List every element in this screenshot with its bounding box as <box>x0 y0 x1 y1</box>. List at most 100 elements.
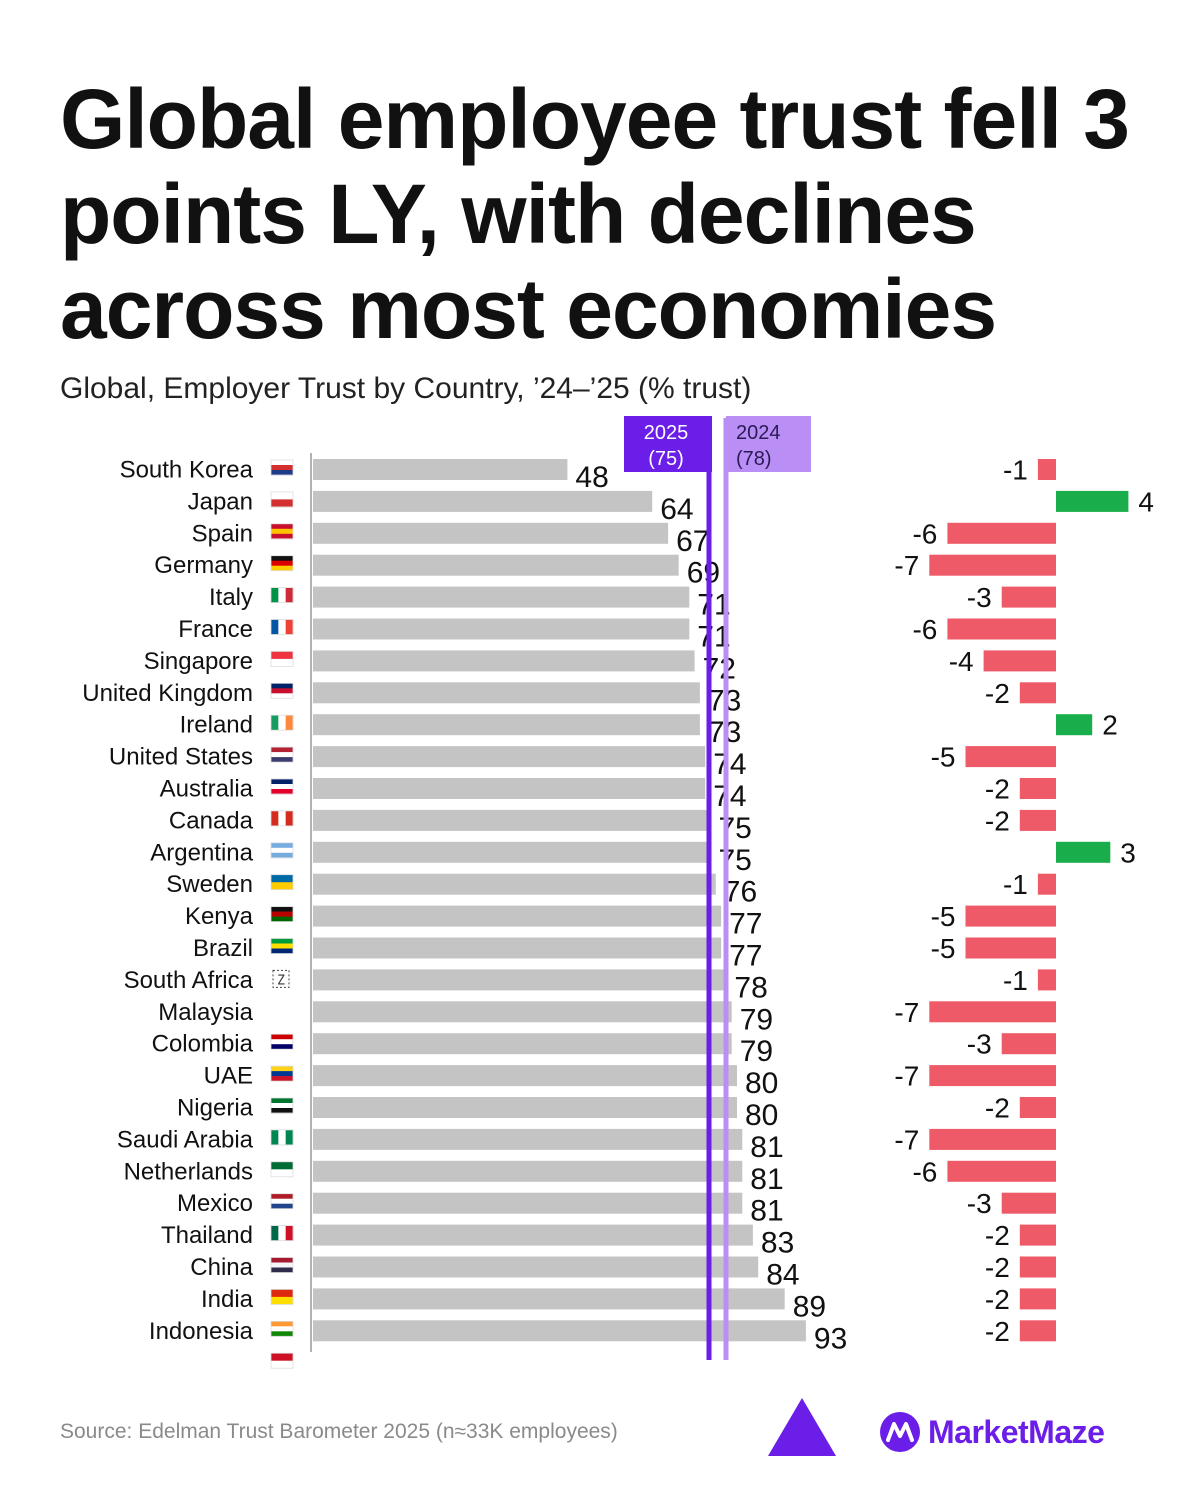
change-value-label: 4 <box>1138 486 1154 517</box>
trust-value-label: 81 <box>750 1131 783 1164</box>
change-value-label: -7 <box>894 550 919 581</box>
change-bar-negative <box>929 1001 1056 1023</box>
change-bar-positive <box>1056 841 1111 863</box>
change-bar-negative <box>929 554 1056 576</box>
flag-sa-icon <box>270 1161 294 1178</box>
svg-text:Z: Z <box>277 973 285 988</box>
trust-bar <box>313 586 690 608</box>
trust-bar <box>313 554 679 576</box>
trust-value-label: 89 <box>793 1290 826 1323</box>
legend-year: 2024 <box>736 422 781 444</box>
country-label: Malaysia <box>158 999 253 1026</box>
trust-value-label: 79 <box>740 1035 773 1068</box>
change-bar-negative <box>1019 1097 1056 1118</box>
change-value-label: -2 <box>985 774 1010 805</box>
change-bar-negative <box>965 937 1056 959</box>
country-label: Colombia <box>152 1031 254 1058</box>
legend-average: (75) <box>648 448 684 470</box>
legend-year: 2025 <box>644 422 689 444</box>
change-bar-negative <box>1019 809 1056 831</box>
trust-value-label: 84 <box>766 1259 799 1292</box>
labels-layer: South Korea 48 Japan 64 Spain 67 Germany 69 Ital… <box>82 457 847 1356</box>
change-bar-negative <box>929 1065 1056 1087</box>
source-note: Source: Edelman Trust Barometer 2025 (n≈… <box>60 1420 618 1443</box>
change-value-label: -2 <box>985 1093 1010 1124</box>
trust-bar <box>313 650 695 672</box>
change-value-label: -7 <box>894 1061 919 1092</box>
flag-co-icon <box>270 1065 294 1082</box>
country-label: Italy <box>209 584 253 611</box>
flag-ar-icon <box>270 842 294 859</box>
change-bar-positive <box>1056 490 1129 512</box>
country-label: China <box>190 1254 253 1281</box>
change-value-label: -3 <box>967 1029 992 1060</box>
country-label: Canada <box>169 807 254 834</box>
country-label: Singapore <box>144 648 253 675</box>
trust-value-label: 74 <box>713 780 746 813</box>
country-label: France <box>178 616 253 643</box>
flag-ke-icon <box>270 906 294 922</box>
change-value-label: -6 <box>912 1156 937 1187</box>
change-layer: -14-6-7-3-6-4-22-5-2-23-1-5-5-1-7-3-7-2-… <box>894 455 1154 1347</box>
country-label: Argentina <box>150 839 253 866</box>
legend-box-2025 <box>624 416 712 472</box>
country-label: Japan <box>188 488 253 515</box>
flag-nl-icon <box>270 1193 294 1210</box>
trust-bar <box>313 1001 732 1023</box>
change-value-label: -4 <box>949 646 974 677</box>
trust-bar <box>313 682 700 704</box>
flags-layer: Z <box>270 459 294 1369</box>
change-bar-positive <box>1056 714 1093 736</box>
trust-bar <box>313 905 722 927</box>
change-bar-negative <box>1019 1288 1056 1310</box>
change-bar-negative <box>1019 1224 1056 1246</box>
trust-bar <box>313 1224 753 1246</box>
trust-value-label: 74 <box>713 748 746 781</box>
change-value-label: -6 <box>912 614 937 645</box>
change-bar-negative <box>947 1160 1056 1182</box>
trust-bar <box>313 1192 743 1214</box>
change-bar-negative <box>1001 1033 1056 1055</box>
flag-my-icon <box>270 1033 294 1050</box>
country-label: South Korea <box>120 457 254 484</box>
change-bar-negative <box>965 905 1056 927</box>
trust-bar <box>313 809 711 831</box>
change-value-label: -5 <box>931 901 956 932</box>
trust-value-label: 80 <box>745 1099 778 1132</box>
flag-fr-icon <box>270 619 294 635</box>
flag-gb-icon <box>270 682 294 699</box>
change-value-label: -5 <box>931 933 956 964</box>
change-value-label: -2 <box>985 1220 1010 1251</box>
trust-value-label: 79 <box>740 1003 773 1036</box>
trust-value-label: 77 <box>729 908 762 941</box>
country-label: Brazil <box>193 935 253 962</box>
country-label: Spain <box>192 520 253 547</box>
trust-bar <box>313 1320 806 1342</box>
change-value-label: -2 <box>985 678 1010 709</box>
trust-bar <box>313 714 700 736</box>
country-label: United States <box>109 744 253 771</box>
flag-jp-icon <box>270 491 294 508</box>
country-label: Saudi Arabia <box>117 1126 254 1153</box>
trust-value-label: 93 <box>814 1322 847 1355</box>
trust-bar <box>313 1160 743 1182</box>
change-bar-negative <box>1037 969 1056 991</box>
marketmaze-m-icon <box>880 1412 920 1452</box>
trust-bar <box>313 937 722 959</box>
chart-title: Global employee trust fell 3 points LY, … <box>60 72 1130 356</box>
change-value-label: -5 <box>931 742 956 773</box>
change-bar-negative <box>1001 1192 1056 1214</box>
change-value-label: -1 <box>1003 869 1028 900</box>
country-label: Germany <box>154 552 253 579</box>
flag-mx-icon <box>270 1225 294 1241</box>
trust-bar <box>313 778 706 799</box>
change-bar-negative <box>1037 873 1056 895</box>
change-bar-negative <box>1019 778 1056 799</box>
flag-th-icon <box>270 1257 294 1273</box>
bars-layer <box>313 459 806 1342</box>
trust-value-label: 80 <box>745 1067 778 1100</box>
trust-value-label: 78 <box>734 971 767 1004</box>
flag-ie-icon <box>270 714 294 731</box>
flag-za-missing-icon: Z <box>272 969 290 988</box>
flag-in-icon <box>270 1320 294 1337</box>
